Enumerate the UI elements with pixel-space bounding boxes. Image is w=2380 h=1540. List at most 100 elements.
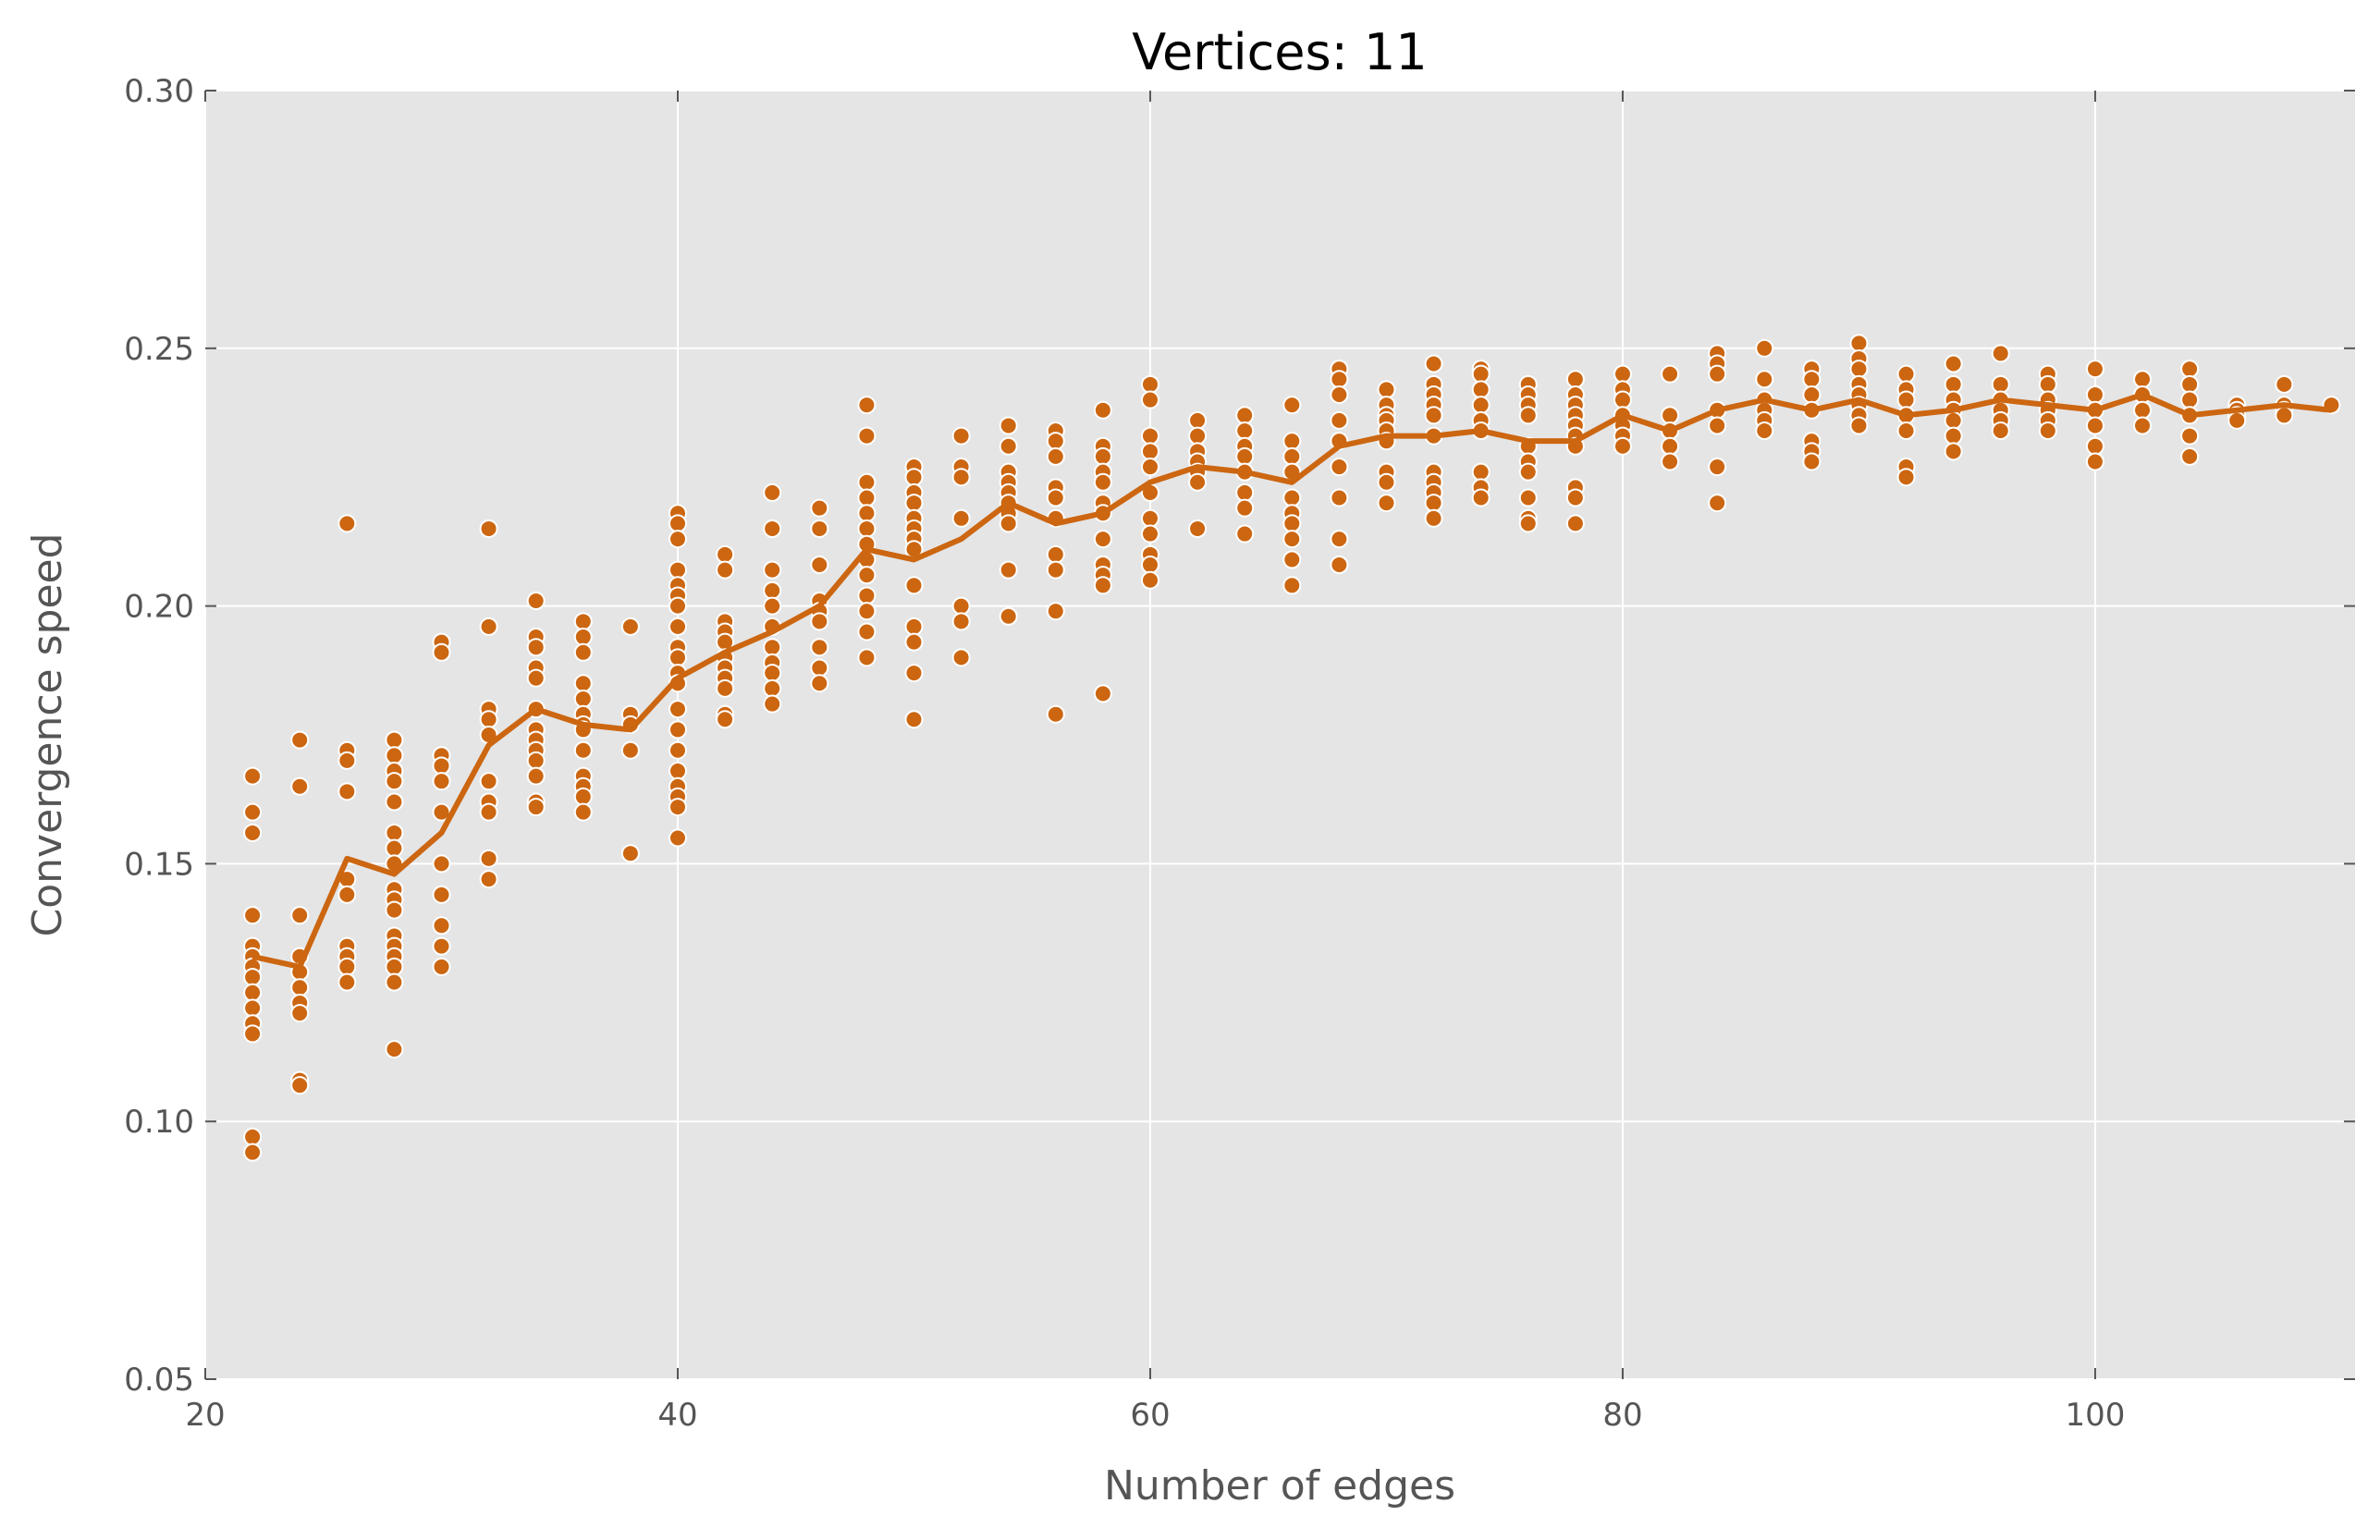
scatter-point — [763, 483, 782, 502]
scatter-point — [385, 838, 404, 858]
scatter-point — [1046, 602, 1065, 621]
scatter-point — [1235, 483, 1255, 502]
scatter-point — [904, 468, 924, 487]
scatter-point — [2227, 410, 2247, 430]
scatter-point — [951, 426, 971, 446]
scatter-point — [479, 710, 498, 729]
scatter-point — [2038, 374, 2057, 394]
scatter-point — [1944, 426, 1963, 446]
scatter-point — [2275, 374, 2294, 394]
scatter-point — [1518, 462, 1538, 482]
chart-title: Vertices: 11 — [1132, 23, 1427, 81]
scatter-point — [479, 802, 498, 822]
scatter-point — [1140, 555, 1159, 574]
scatter-point — [810, 498, 829, 518]
scatter-point — [1471, 380, 1491, 399]
scatter-point — [573, 642, 593, 662]
scatter-point — [857, 396, 877, 415]
scatter-point — [432, 885, 451, 904]
scatter-point — [385, 730, 404, 750]
scatter-point — [1991, 374, 2010, 394]
scatter-point — [668, 740, 687, 760]
scatter-point — [2133, 416, 2153, 435]
scatter-point — [1424, 406, 1443, 425]
scatter-point — [1518, 514, 1538, 533]
scatter-point — [1896, 468, 1916, 487]
scatter-point — [1565, 370, 1585, 389]
scatter-point — [1188, 519, 1208, 538]
scatter-point — [1849, 334, 1869, 353]
scatter-point — [573, 689, 593, 708]
scatter-point — [2038, 422, 2057, 441]
x-axis-label: Number of edges — [1104, 1462, 1455, 1509]
scatter-point — [763, 638, 782, 657]
scatter-point — [337, 514, 357, 533]
scatter-point — [1140, 524, 1159, 544]
scatter-point — [1330, 410, 1349, 430]
scatter-point — [1140, 458, 1159, 477]
scatter-point — [1802, 370, 1822, 389]
scatter-point — [432, 916, 451, 935]
scatter-point — [290, 906, 310, 925]
scatter-point — [1282, 530, 1302, 549]
scatter-point — [620, 844, 640, 863]
scatter-point — [573, 612, 593, 631]
scatter-point — [668, 648, 687, 667]
scatter-point — [2085, 436, 2104, 456]
x-tick-label: 80 — [1602, 1397, 1642, 1434]
y-tick-label: 0.05 — [124, 1362, 194, 1399]
scatter-point — [243, 823, 263, 842]
scatter-point — [385, 1040, 404, 1059]
scatter-point — [337, 751, 357, 770]
scatter-point — [668, 596, 687, 616]
scatter-point — [290, 978, 310, 997]
scatter-point — [432, 936, 451, 956]
scatter-point — [1377, 472, 1396, 492]
scatter-point — [857, 586, 877, 605]
scatter-point — [2085, 360, 2104, 379]
scatter-point — [337, 782, 357, 801]
scatter-point — [810, 658, 829, 678]
scatter-point — [573, 787, 593, 806]
scatter-point — [1849, 360, 1869, 379]
y-axis-label: Convergence speed — [24, 532, 71, 936]
scatter-point — [857, 519, 877, 538]
scatter-point — [668, 798, 687, 817]
scatter-point — [2180, 446, 2200, 466]
scatter-point — [1377, 380, 1396, 399]
scatter-point — [290, 776, 310, 796]
scatter-point — [526, 751, 546, 770]
scatter-point — [1613, 436, 1632, 456]
scatter-point — [1046, 446, 1065, 466]
scatter-point — [432, 957, 451, 976]
scatter-point — [904, 664, 924, 683]
scatter-point — [1140, 374, 1159, 394]
scatter-point — [1140, 570, 1159, 590]
scatter-point — [1755, 370, 1774, 389]
scatter-point — [716, 544, 735, 564]
scatter-point — [573, 740, 593, 760]
mean-line — [251, 391, 2332, 970]
scatter-point — [526, 592, 546, 611]
x-tick-labels: 20 40 60 80 100 — [185, 1397, 2125, 1434]
x-tick-label: 100 — [2066, 1397, 2126, 1434]
scatter-point — [1708, 416, 1727, 435]
scatter-point — [1093, 472, 1112, 492]
scatter-point — [243, 1024, 263, 1044]
scatter-point — [999, 560, 1018, 580]
scatter-point — [573, 674, 593, 693]
scatter-point — [1991, 422, 2010, 441]
scatter-point — [1330, 530, 1349, 549]
scatter-point — [668, 560, 687, 580]
scatter-point — [763, 664, 782, 683]
scatter-point — [1093, 400, 1112, 420]
scatter-point — [904, 576, 924, 595]
scatter-point — [1235, 524, 1255, 544]
scatter-point — [1471, 396, 1491, 415]
scatter-point — [620, 617, 640, 636]
scatter-point — [1944, 354, 1963, 373]
scatter-point — [763, 694, 782, 714]
scatter-point — [1330, 370, 1349, 389]
scatter-point — [2180, 360, 2200, 379]
